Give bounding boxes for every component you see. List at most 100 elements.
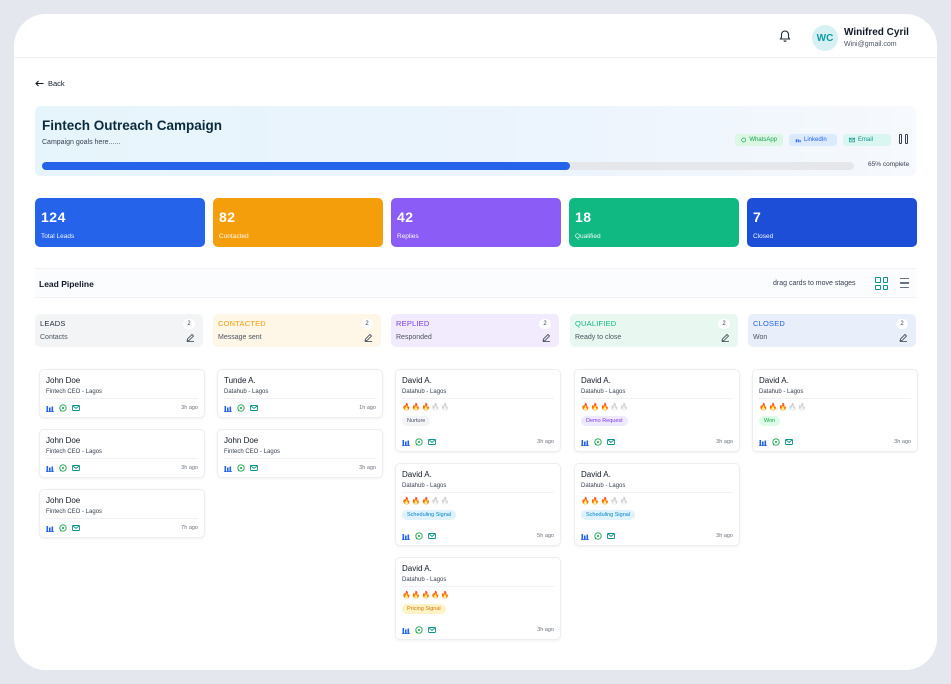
- mail-icon[interactable]: [72, 464, 80, 472]
- linkedin-icon[interactable]: [581, 532, 589, 540]
- linkedin-icon[interactable]: [46, 404, 54, 412]
- linkedin-icon[interactable]: [759, 438, 767, 446]
- flame-icon: 🔥: [440, 404, 450, 411]
- lead-card[interactable]: John Doe Fintech CEO - Lagos 3h ago: [217, 429, 383, 478]
- lead-card[interactable]: John Doe Fintech CEO - Lagos 3h ago: [39, 429, 205, 478]
- lead-card[interactable]: John Doe Fintech CEO - Lagos 3h ago: [39, 369, 205, 418]
- stat-value: 18: [575, 209, 592, 225]
- pipeline-column-qualified: QUALIFIED Ready to close 2 David A. Data…: [570, 314, 740, 546]
- lead-card[interactable]: Tunde A. Datahub - Lagos 1h ago: [217, 369, 383, 418]
- lead-time: 3h ago: [181, 465, 198, 471]
- whatsapp-icon[interactable]: [594, 532, 602, 540]
- mail-icon[interactable]: [250, 464, 258, 472]
- linkedin-icon[interactable]: [46, 464, 54, 472]
- lead-time: 1h ago: [359, 405, 376, 411]
- mail-icon[interactable]: [785, 438, 793, 446]
- email-chip[interactable]: Email: [843, 134, 891, 146]
- divider: [759, 398, 911, 399]
- mail-icon[interactable]: [428, 438, 436, 446]
- mail-icon[interactable]: [72, 404, 80, 412]
- lead-card[interactable]: David A. Datahub - Lagos 🔥 🔥 🔥 🔥 🔥 Demo Reque…: [574, 369, 740, 452]
- grid-view-icon[interactable]: [875, 277, 888, 290]
- lead-name: John Doe: [46, 496, 81, 505]
- lead-card[interactable]: David A. Datahub - Lagos 🔥 🔥 🔥 🔥 🔥 Pricing Si…: [395, 557, 561, 640]
- whatsapp-icon[interactable]: [237, 464, 245, 472]
- pause-icon[interactable]: [899, 134, 909, 146]
- column-subtitle: Ready to close: [575, 334, 622, 341]
- flame-icon: 🔥: [421, 404, 431, 411]
- edit-icon[interactable]: [364, 333, 373, 342]
- lead-card[interactable]: David A. Datahub - Lagos 🔥 🔥 🔥 🔥 🔥 Nurture 3h…: [395, 369, 561, 452]
- whatsapp-icon[interactable]: [594, 438, 602, 446]
- mail-icon[interactable]: [428, 626, 436, 634]
- campaign-subtitle: Campaign goals here......: [42, 139, 121, 146]
- whatsapp-icon[interactable]: [415, 438, 423, 446]
- lead-company: Datahub - Lagos: [224, 389, 269, 395]
- user-name: Winifred Cyril: [844, 27, 909, 38]
- linkedin-icon[interactable]: [402, 532, 410, 540]
- list-view-icon[interactable]: [900, 278, 909, 288]
- lead-time: 5h ago: [537, 533, 554, 539]
- flame-icon: 🔥: [402, 498, 411, 505]
- signal-tag: Demo Request: [581, 416, 628, 426]
- whatsapp-icon[interactable]: [59, 404, 67, 412]
- mail-icon[interactable]: [428, 532, 436, 540]
- channel-chips: WhatsApp LinkedIn Email: [735, 134, 891, 146]
- lead-card[interactable]: David A. Datahub - Lagos 🔥 🔥 🔥 🔥 🔥 Won 3h ago: [752, 369, 918, 452]
- mail-icon[interactable]: [250, 404, 258, 412]
- divider: [402, 398, 554, 399]
- linkedin-icon[interactable]: [402, 626, 410, 634]
- lead-company: Datahub - Lagos: [402, 389, 447, 395]
- lead-card[interactable]: David A. Datahub - Lagos 🔥 🔥 🔥 🔥 🔥 Scheduling…: [395, 463, 561, 546]
- lead-company: Fintech CEO - Lagos: [46, 449, 103, 455]
- linkedin-icon[interactable]: [402, 438, 410, 446]
- edit-icon[interactable]: [542, 333, 551, 342]
- column-title: QUALIFIED: [575, 319, 617, 328]
- stat-card: 82 Contacted: [213, 198, 383, 247]
- mail-icon[interactable]: [607, 438, 615, 446]
- column-title: REPLIED: [396, 319, 430, 328]
- whatsapp-icon[interactable]: [415, 532, 423, 540]
- lead-name: David A.: [581, 470, 611, 479]
- lead-card[interactable]: John Doe Fintech CEO - Lagos 7h ago: [39, 489, 205, 538]
- linkedin-icon[interactable]: [46, 524, 54, 532]
- bell-icon[interactable]: [778, 29, 792, 43]
- app-frame: WC Winifred Cyril Wini@gmail.com Back Fi…: [14, 14, 937, 670]
- signal-tag: Won: [759, 416, 781, 426]
- avatar[interactable]: WC: [812, 25, 838, 51]
- whatsapp-icon[interactable]: [772, 438, 780, 446]
- linkedin-icon[interactable]: [224, 404, 232, 412]
- mail-icon[interactable]: [607, 532, 615, 540]
- back-button[interactable]: Back: [35, 79, 65, 88]
- edit-icon[interactable]: [899, 333, 908, 342]
- lead-company: Fintech CEO - Lagos: [46, 389, 103, 395]
- linkedin-icon[interactable]: [224, 464, 232, 472]
- lead-company: Fintech CEO - Lagos: [46, 509, 103, 515]
- whatsapp-icon[interactable]: [237, 404, 245, 412]
- flame-icon: 🔥: [610, 404, 619, 411]
- lead-name: David A.: [402, 376, 432, 385]
- campaign-header: Fintech Outreach Campaign Campaign goals…: [35, 106, 916, 176]
- lead-channel-icons: [581, 532, 615, 540]
- flame-icon: 🔥: [788, 404, 797, 411]
- stats-row: 124 Total Leads 82 Contacted 42 Replies 18 …: [35, 198, 917, 247]
- pipeline-column-contacted: CONTACTED Message sent 2 Tunde A. Datahu…: [213, 314, 383, 478]
- edit-icon[interactable]: [721, 333, 730, 342]
- linkedin-icon[interactable]: [581, 438, 589, 446]
- edit-icon[interactable]: [186, 333, 195, 342]
- column-title: CLOSED: [753, 319, 786, 328]
- divider: [224, 458, 376, 459]
- linkedin-chip[interactable]: LinkedIn: [789, 134, 837, 146]
- lead-channel-icons: [224, 404, 258, 412]
- whatsapp-icon[interactable]: [415, 626, 423, 634]
- whatsapp-icon[interactable]: [59, 464, 67, 472]
- column-subtitle: Message sent: [218, 334, 262, 341]
- whatsapp-chip[interactable]: WhatsApp: [735, 134, 783, 146]
- lead-card[interactable]: David A. Datahub - Lagos 🔥 🔥 🔥 🔥 🔥 Scheduling…: [574, 463, 740, 546]
- stat-card: 42 Replies: [391, 198, 561, 247]
- divider: [402, 586, 554, 587]
- column-header: QUALIFIED Ready to close 2: [570, 314, 738, 347]
- flame-icon: 🔥: [411, 498, 421, 505]
- mail-icon[interactable]: [72, 524, 80, 532]
- whatsapp-icon[interactable]: [59, 524, 67, 532]
